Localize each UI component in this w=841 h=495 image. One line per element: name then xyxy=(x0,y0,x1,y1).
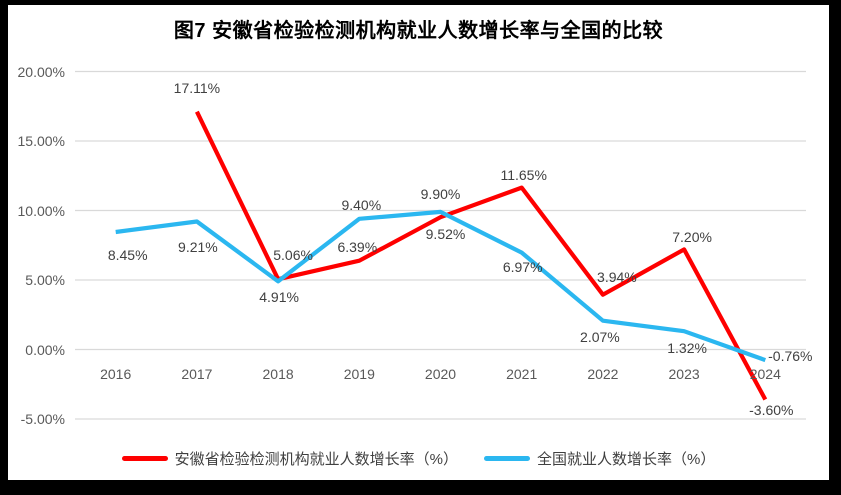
x-axis-tick-label: 2021 xyxy=(506,366,538,382)
y-axis-tick-label: 15.00% xyxy=(17,133,65,149)
y-axis-tick-label: 5.00% xyxy=(25,272,65,288)
x-axis-tick-label: 2016 xyxy=(100,366,132,382)
data-label-national: -0.76% xyxy=(768,348,813,365)
data-label-anhui: 9.52% xyxy=(425,226,466,243)
x-axis-tick-label: 2017 xyxy=(181,366,213,382)
data-label-anhui: 7.20% xyxy=(672,229,712,246)
y-axis-tick-label: 0.00% xyxy=(25,342,65,358)
plot-area xyxy=(75,70,806,420)
x-axis-tick-label: 2022 xyxy=(587,366,619,382)
data-label-national: 1.32% xyxy=(667,340,707,357)
x-axis-tick-label: 2024 xyxy=(749,366,781,382)
data-label-national: 9.90% xyxy=(420,185,461,202)
legend-label-anhui: 安徽省检验检测机构就业人数增长率（%） xyxy=(174,451,458,468)
chart-panel: 图7 安徽省检验检测机构就业人数增长率与全国的比较 20.00% 15.00% 10… xyxy=(8,5,829,480)
data-label-anhui: 11.65% xyxy=(500,166,547,183)
data-label-anhui: 17.11% xyxy=(173,79,221,96)
x-axis-tick-label: 2018 xyxy=(262,366,294,382)
data-label-national: 9.21% xyxy=(178,238,218,255)
legend: 安徽省检验检测机构就业人数增长率（%） 全国就业人数增长率（%） xyxy=(8,448,829,469)
legend-line-sample-anhui xyxy=(121,456,168,461)
data-label-anhui: 5.06% xyxy=(273,247,313,264)
data-label-national: 6.97% xyxy=(502,258,543,275)
series-line-anhui xyxy=(195,110,768,401)
data-label-national: 9.40% xyxy=(341,196,382,213)
y-axis-tick-label: -5.00% xyxy=(20,411,65,427)
data-label-anhui: -3.60% xyxy=(749,401,794,418)
x-axis-tick-label: 2019 xyxy=(343,366,375,382)
data-label-national: 2.07% xyxy=(580,328,620,345)
data-label-national: 8.45% xyxy=(107,247,148,263)
chart-title: 图7 安徽省检验检测机构就业人数增长率与全国的比较 xyxy=(173,20,664,42)
data-label-national: 4.91% xyxy=(259,289,299,306)
legend-line-sample-national xyxy=(484,456,530,461)
data-label-anhui: 3.94% xyxy=(597,268,637,285)
y-axis-tick-label: 20.00% xyxy=(17,64,65,80)
y-axis-tick-label: 10.00% xyxy=(17,203,65,219)
legend-label-national: 全国就业人数增长率（%） xyxy=(537,451,716,468)
x-axis-tick-label: 2020 xyxy=(424,366,457,382)
data-label-anhui: 6.39% xyxy=(337,238,378,255)
labels-layer: 20.00% 15.00% 10.00% 5.00% 0.00% -5.00% 2016 20… xyxy=(8,5,829,480)
x-axis-tick-label: 2023 xyxy=(668,366,700,382)
series-line-national xyxy=(115,209,767,363)
